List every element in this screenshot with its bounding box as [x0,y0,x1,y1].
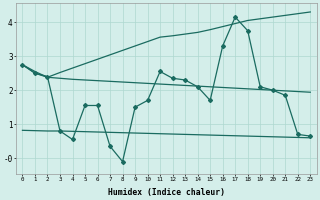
X-axis label: Humidex (Indice chaleur): Humidex (Indice chaleur) [108,188,225,197]
